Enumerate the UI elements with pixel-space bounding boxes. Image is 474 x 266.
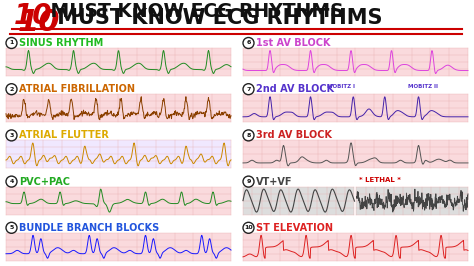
Text: MUST KNOW ECG RHYTHMS: MUST KNOW ECG RHYTHMS <box>44 2 344 21</box>
Bar <box>6 187 231 215</box>
Text: 3rd AV BLOCK: 3rd AV BLOCK <box>256 130 332 140</box>
Text: 3: 3 <box>9 133 14 138</box>
Bar <box>6 140 231 168</box>
Bar <box>356 187 468 215</box>
Text: MOBITZ I: MOBITZ I <box>327 84 355 89</box>
Text: ATRIAL FIBRILLATION: ATRIAL FIBRILLATION <box>19 84 135 94</box>
Text: ATRIAL FLUTTER: ATRIAL FLUTTER <box>19 130 109 140</box>
Text: 9: 9 <box>246 179 251 184</box>
Text: VT+VF: VT+VF <box>256 177 292 187</box>
Text: SINUS RHYTHM: SINUS RHYTHM <box>19 38 103 48</box>
Text: 1st AV BLOCK: 1st AV BLOCK <box>256 38 330 48</box>
Bar <box>6 233 231 261</box>
Text: PVC+PAC: PVC+PAC <box>19 177 70 187</box>
Text: ST ELEVATION: ST ELEVATION <box>256 223 333 233</box>
Bar <box>243 233 468 261</box>
Text: MUST KNOW ECG RHYTHMS: MUST KNOW ECG RHYTHMS <box>50 8 383 28</box>
Text: BUNDLE BRANCH BLOCKS: BUNDLE BRANCH BLOCKS <box>19 223 159 233</box>
Text: * LETHAL *: * LETHAL * <box>359 177 401 182</box>
Text: MOBITZ II: MOBITZ II <box>408 84 438 89</box>
Text: 10: 10 <box>244 225 253 230</box>
Text: 2: 2 <box>9 87 14 92</box>
Bar <box>6 94 231 122</box>
Bar <box>243 187 355 215</box>
Text: 6: 6 <box>246 40 251 45</box>
Text: 8: 8 <box>246 133 251 138</box>
Text: 10: 10 <box>18 8 61 37</box>
Bar <box>243 48 468 76</box>
Text: 2nd AV BLOCK: 2nd AV BLOCK <box>256 84 334 94</box>
Bar <box>243 140 468 168</box>
Bar <box>243 94 468 122</box>
Text: 10: 10 <box>14 2 53 30</box>
Text: 4: 4 <box>9 179 14 184</box>
Text: 5: 5 <box>9 225 14 230</box>
Text: 7: 7 <box>246 87 251 92</box>
Text: 1: 1 <box>9 40 14 45</box>
Bar <box>6 48 231 76</box>
